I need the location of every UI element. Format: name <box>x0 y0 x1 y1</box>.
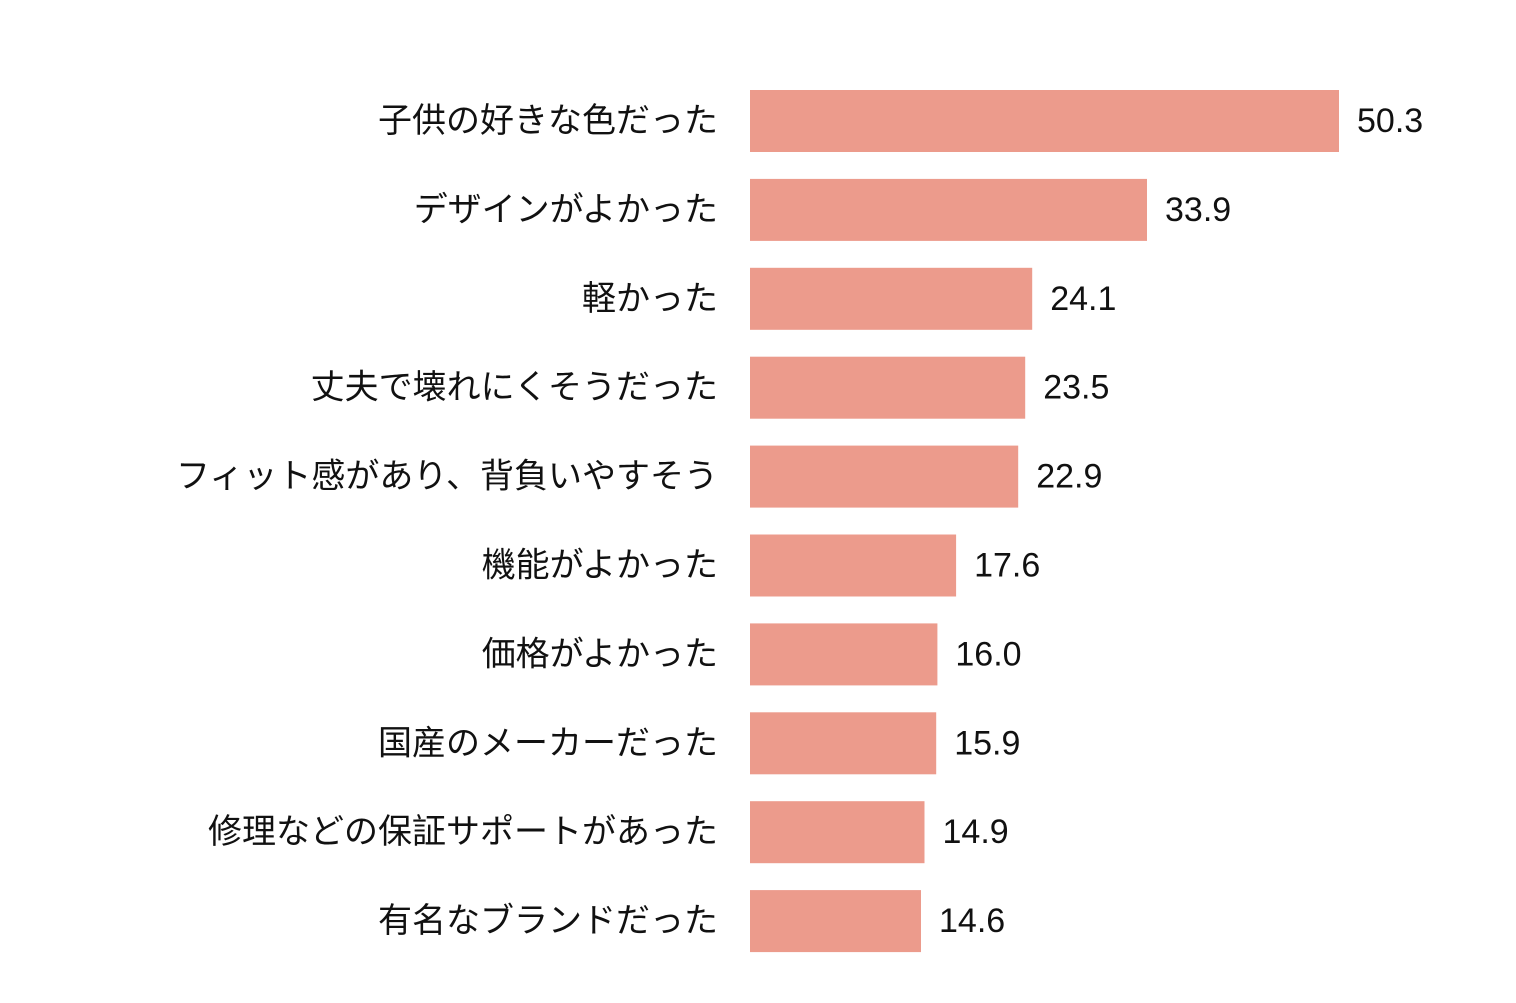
bar-7 <box>750 712 937 775</box>
bar-5 <box>750 534 957 597</box>
category-label-4: フィット感があり、背負いやすそう <box>176 457 718 497</box>
value-label-7: 15.9 <box>954 724 1020 762</box>
bar-1 <box>750 178 1147 241</box>
value-label-1: 33.9 <box>1165 191 1231 229</box>
value-label-0: 50.3 <box>1357 102 1423 140</box>
category-label-2: 軽かった <box>582 279 718 319</box>
value-label-9: 14.6 <box>939 902 1005 940</box>
bar-2 <box>750 267 1033 330</box>
category-label-3: 丈夫で壊れにくそうだった <box>311 368 718 408</box>
value-label-8: 14.9 <box>943 813 1009 851</box>
bar-6 <box>750 623 938 686</box>
bar-0 <box>750 90 1339 152</box>
value-label-4: 22.9 <box>1036 458 1102 496</box>
category-label-6: 価格がよかった <box>482 634 718 674</box>
category-label-9: 有名なブランドだった <box>378 901 718 941</box>
category-label-7: 国産のメーカーだった <box>378 723 718 763</box>
bar-9 <box>750 890 921 953</box>
category-label-0: 子供の好きな色だった <box>378 101 718 141</box>
value-label-5: 17.6 <box>974 547 1040 585</box>
value-label-3: 23.5 <box>1043 369 1109 407</box>
value-labels-layer: 50.3 33.9 24.1 23.5 22.9 17.6 16.0 15.9 14.9 14.6 <box>939 102 1423 940</box>
bar-8 <box>750 801 925 864</box>
value-label-2: 24.1 <box>1050 280 1116 318</box>
category-labels-layer: 子供の好きな色だったデザインがよかった軽かった丈夫で壊れにくそうだったフィット感… <box>176 101 718 941</box>
category-label-8: 修理などの保証サポートがあった <box>208 812 718 852</box>
category-label-5: 機能がよかった <box>482 546 718 586</box>
bar-3 <box>750 356 1026 419</box>
bars-layer <box>750 90 1339 953</box>
category-label-1: デザインがよかった <box>414 190 718 230</box>
bar-4 <box>750 445 1019 508</box>
value-label-6: 16.0 <box>955 635 1021 673</box>
